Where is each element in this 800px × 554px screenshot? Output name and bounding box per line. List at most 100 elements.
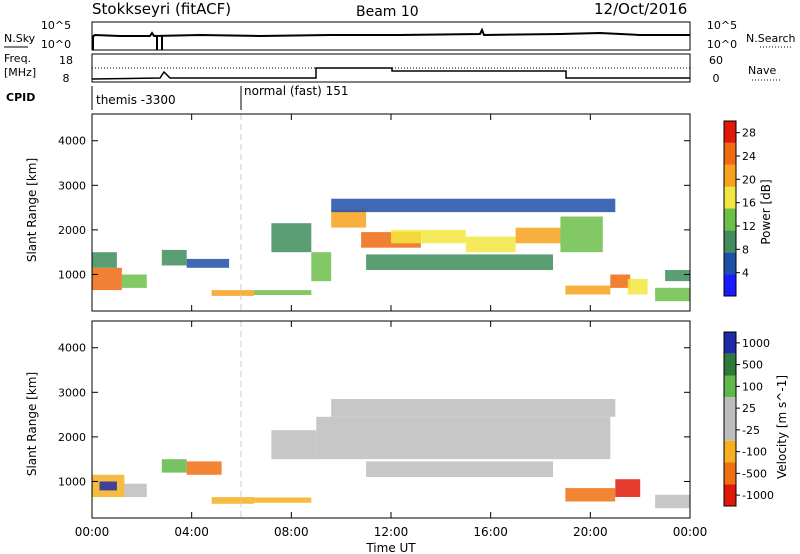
- power-colorbar-tick-label: 20: [742, 173, 756, 186]
- power-colorbar-segment: [724, 252, 736, 275]
- x-tick-label: 16:00: [473, 525, 508, 539]
- date-title: 12/Oct/2016: [594, 0, 687, 18]
- echo-region: [465, 236, 516, 253]
- x-tick-label: 12:00: [374, 525, 409, 539]
- y-tick-label: 1000: [58, 268, 86, 281]
- echo-region: [311, 252, 332, 282]
- power-colorbar-segment: [724, 142, 736, 165]
- power-colorbar-tick-label: 16: [742, 197, 756, 210]
- velocity-colorbar-tick-label: -500: [742, 467, 767, 480]
- echo-region: [331, 209, 367, 228]
- power-colorbar-tick-label: 8: [742, 243, 749, 256]
- velocity-data: [92, 399, 690, 509]
- nave-trace: [91, 67, 690, 80]
- power-colorbar-segment: [724, 274, 736, 296]
- echo-region: [366, 254, 553, 270]
- echo-region: [99, 481, 117, 491]
- nave-tick-top: 60: [709, 54, 723, 67]
- velocity-colorbar-tick-label: 25: [742, 402, 756, 415]
- echo-region: [186, 258, 230, 268]
- nave-tick-bottom: 0: [713, 72, 720, 85]
- cpid-strip: CPID themis -3300 normal (fast) 151: [6, 84, 348, 110]
- cpid-name-0: themis -3300: [96, 93, 176, 107]
- echo-region: [161, 249, 187, 266]
- echo-region: [331, 198, 616, 213]
- noise-tick-bottom-right: 10^0: [707, 38, 737, 51]
- y-tick-label: 3000: [58, 386, 86, 399]
- power-colorbar-segment: [724, 164, 736, 187]
- y-tick-label: 4000: [58, 135, 86, 148]
- velocity-colorbar-tick-label: -25: [742, 424, 760, 437]
- echo-region: [515, 227, 561, 244]
- power-colorbar-tick-label: 24: [742, 150, 756, 163]
- echo-region: [391, 229, 466, 244]
- nsearch-label: N.Search: [746, 32, 796, 45]
- noise-tick-bottom-left: 10^0: [41, 38, 71, 51]
- nsky-label: N.Sky: [4, 32, 36, 45]
- noise-sky-trace: [91, 27, 690, 38]
- echo-region: [565, 285, 611, 295]
- y-tick-label: 2000: [58, 431, 86, 444]
- station-title: Stokkseyri (fitACF): [92, 0, 231, 18]
- power-frame: [91, 113, 691, 312]
- y-tick-label: 4000: [58, 342, 86, 355]
- power-ylabel: Slant Range [km]: [25, 158, 39, 262]
- velocity-colorbar-tick-label: -1000: [742, 489, 774, 502]
- y-tick-label: 2000: [58, 224, 86, 237]
- x-axis-label: Time UT: [365, 541, 416, 554]
- power-colorbar-segment: [724, 121, 736, 143]
- velocity-ylabel: Slant Range [km]: [25, 372, 39, 476]
- velocity-colorbar-label: Velocity [m s^-1]: [775, 375, 789, 479]
- echo-region: [211, 497, 254, 504]
- velocity-colorbar-segment: [724, 332, 736, 354]
- nave-label: Nave: [748, 64, 776, 77]
- power-axes: 1000 2000 3000 4000: [58, 114, 691, 311]
- echo-region: [121, 274, 147, 288]
- echo-region: [254, 497, 312, 503]
- echo-region: [316, 416, 611, 460]
- echo-region: [615, 479, 641, 497]
- freq-tick-bottom: 8: [63, 72, 70, 85]
- echo-region: [665, 270, 690, 282]
- y-tick-label: 3000: [58, 179, 86, 192]
- velocity-colorbar: 1000 500 100 25 -25 -100 -500 -1000: [723, 331, 774, 507]
- velocity-colorbar-frame: [723, 331, 737, 507]
- y-tick-label: 1000: [58, 475, 86, 488]
- cpid-name-1: normal (fast) 151: [244, 84, 348, 98]
- echo-region: [92, 267, 122, 291]
- power-colorbar-segment: [724, 208, 736, 231]
- cpid-label: CPID: [6, 91, 35, 104]
- velocity-colorbar-tick-label: 100: [742, 380, 763, 393]
- power-colorbar-label: Power [dB]: [759, 179, 773, 244]
- echo-region: [161, 459, 187, 473]
- velocity-colorbar-segment: [724, 484, 736, 507]
- power-data: [92, 198, 690, 302]
- power-colorbar-tick-label: 4: [742, 267, 749, 280]
- echo-region: [211, 290, 254, 296]
- velocity-colorbar-tick-label: 500: [742, 359, 763, 372]
- echo-region: [565, 488, 616, 502]
- freq-tick-top: 18: [59, 54, 73, 67]
- x-tick-label: 08:00: [274, 525, 309, 539]
- echo-region: [655, 494, 690, 509]
- velocity-colorbar-segment: [724, 462, 736, 485]
- echo-region: [254, 290, 312, 295]
- echo-region: [271, 223, 312, 253]
- power-colorbar-tick-label: 28: [742, 127, 756, 140]
- beam-title: Beam 10: [356, 4, 419, 20]
- x-tick-label: 00:00: [673, 525, 708, 539]
- velocity-colorbar-segment: [724, 397, 736, 420]
- x-axis: 00:00 04:00 08:00 12:00 16:00 20:00 00:00: [75, 525, 708, 539]
- power-panel: Slant Range [km] 1000 2000 3000 4000: [25, 113, 691, 312]
- freq-label-line2: [MHz]: [4, 66, 36, 79]
- echo-region: [186, 461, 222, 475]
- echo-region: [366, 461, 553, 477]
- power-colorbar-frame: [723, 120, 737, 297]
- x-tick-label: 04:00: [174, 525, 209, 539]
- echo-region: [92, 252, 117, 268]
- power-colorbar: 4 8 12 16 20 24 28: [723, 120, 756, 297]
- echo-region: [560, 216, 603, 253]
- noise-tick-top-left: 10^5: [41, 19, 71, 32]
- velocity-panel: Slant Range [km] 1000 2000 3000 4000: [25, 320, 691, 519]
